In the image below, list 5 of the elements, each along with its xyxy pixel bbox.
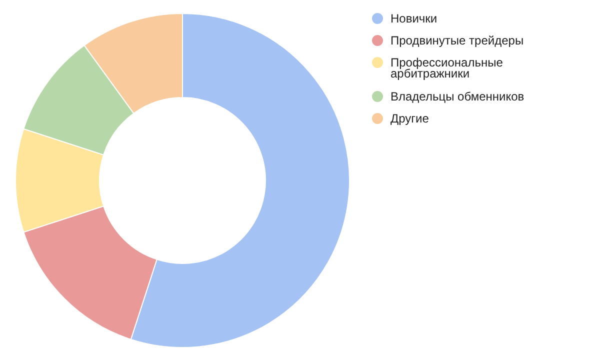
legend-label: Профессиональные арбитражники [390,56,504,80]
legend-label: Новички [390,12,438,26]
legend-label: Владельцы обменников [390,90,524,104]
legend-label: Другие [390,112,430,126]
legend-label: Продвинутые трейдеры [390,34,524,48]
